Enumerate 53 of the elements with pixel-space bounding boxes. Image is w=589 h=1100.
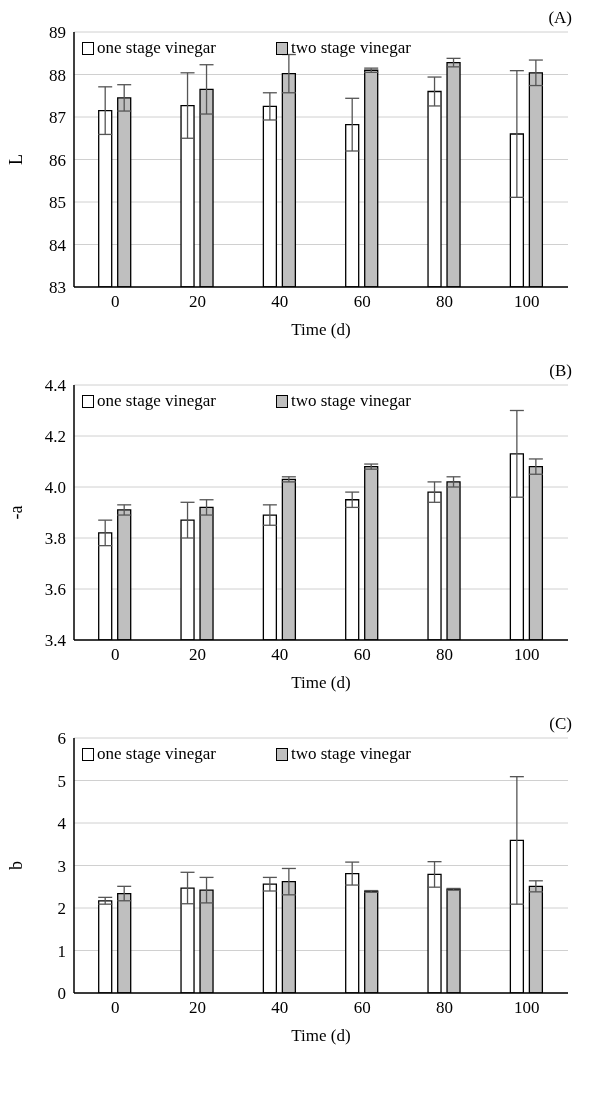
legend-label: one stage vinegar xyxy=(97,38,216,58)
x-tick-label: 80 xyxy=(436,998,453,1018)
x-tick-label: 60 xyxy=(353,645,371,665)
y-axis-title: -a xyxy=(6,505,27,520)
x-tick-label: 20 xyxy=(189,292,206,312)
x-tick-label: 40 xyxy=(271,292,289,312)
legend-label: one stage vinegar xyxy=(97,391,216,411)
y-tick-label: 84 xyxy=(49,235,67,255)
y-tick-label: 3.4 xyxy=(44,631,67,651)
y-tick-label: 85 xyxy=(49,193,66,213)
x-tick-label: 100 xyxy=(514,292,540,312)
y-tick-label: 6 xyxy=(57,729,66,749)
chart-title: (C) xyxy=(549,714,572,733)
x-tick-label: 60 xyxy=(353,292,371,312)
legend-label: two stage vinegar xyxy=(290,391,411,411)
legend-label: one stage vinegar xyxy=(97,744,216,764)
y-tick-label: 4.2 xyxy=(44,427,66,447)
legend-label: two stage vinegar xyxy=(290,744,411,764)
x-tick-label: 80 xyxy=(436,645,453,665)
x-tick-label: 60 xyxy=(353,998,371,1018)
y-axis-title: b xyxy=(6,861,27,870)
y-tick-label: 4.0 xyxy=(44,478,66,498)
y-tick-label: 87 xyxy=(49,108,67,128)
y-tick-label: 0 xyxy=(57,984,66,1004)
y-tick-label: 88 xyxy=(49,65,66,85)
y-tick-label: 5 xyxy=(57,771,66,791)
y-tick-label: 4.4 xyxy=(44,376,67,396)
x-tick-label: 0 xyxy=(110,645,120,665)
x-tick-label: 0 xyxy=(110,292,120,312)
x-tick-label: 100 xyxy=(514,645,540,665)
chart-title: (A) xyxy=(548,8,572,27)
y-tick-label: 3 xyxy=(57,856,66,876)
y-tick-label: 86 xyxy=(49,150,66,170)
x-axis-title: Time (d) xyxy=(291,320,351,339)
y-tick-label: 3.6 xyxy=(44,580,66,600)
y-tick-label: 89 xyxy=(49,23,66,43)
y-tick-label: 4 xyxy=(57,814,67,834)
x-tick-label: 20 xyxy=(189,998,206,1018)
x-axis-title: Time (d) xyxy=(291,1026,351,1045)
chart-title: (B) xyxy=(549,361,572,380)
y-axis-title: L xyxy=(6,154,27,165)
x-axis-title: Time (d) xyxy=(291,673,351,692)
legend-label: two stage vinegar xyxy=(290,38,411,58)
x-tick-label: 0 xyxy=(110,998,120,1018)
x-tick-label: 80 xyxy=(436,292,453,312)
x-tick-label: 20 xyxy=(189,645,206,665)
y-tick-label: 2 xyxy=(57,899,66,919)
x-tick-label: 40 xyxy=(271,998,289,1018)
x-tick-label: 40 xyxy=(271,645,289,665)
y-tick-label: 1 xyxy=(57,941,66,961)
y-tick-label: 3.8 xyxy=(44,529,66,549)
x-tick-label: 100 xyxy=(514,998,540,1018)
y-tick-label: 83 xyxy=(49,278,66,298)
